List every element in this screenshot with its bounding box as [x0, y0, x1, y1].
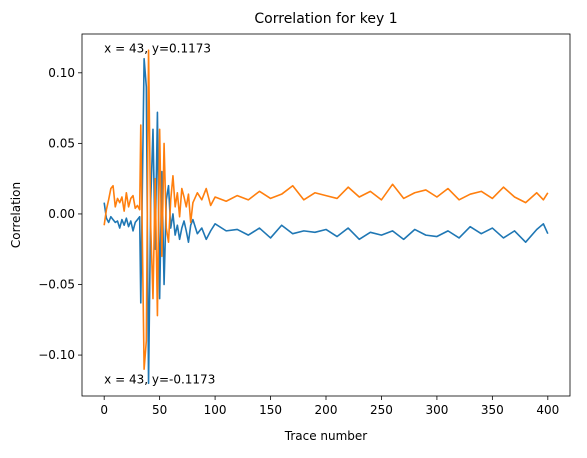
- x-tick-label: 350: [481, 403, 504, 417]
- y-tick-label: −0.05: [38, 278, 75, 292]
- y-tick-label: 0.10: [48, 66, 75, 80]
- x-tick-label: 200: [315, 403, 338, 417]
- y-tick-label: 0.05: [48, 136, 75, 150]
- x-tick-label: 250: [370, 403, 393, 417]
- x-tick-label: 50: [152, 403, 167, 417]
- ticks-layer: 0 50 100 150 200 250 300 350 400 −0.10 −0.05 0.00 0.…: [38, 66, 559, 417]
- annotation-layer: x = 43, y=0.1173 x = 43, y=-0.1173: [104, 41, 215, 386]
- y-tick-label: 0.00: [48, 207, 75, 221]
- series-line-1: [103, 57, 549, 385]
- chart-title: Correlation for key 1: [254, 11, 397, 27]
- min-annotation: x = 43, y=-0.1173: [104, 372, 215, 386]
- series-layer: [103, 49, 549, 385]
- y-tick-label: −0.10: [38, 348, 75, 362]
- x-tick-label: 400: [536, 403, 559, 417]
- x-tick-label: 150: [259, 403, 282, 417]
- x-tick-label: 0: [100, 403, 108, 417]
- x-axis-label: Trace number: [284, 429, 368, 443]
- max-annotation: x = 43, y=0.1173: [104, 41, 211, 55]
- series-line-2: [103, 49, 549, 370]
- x-tick-label: 300: [425, 403, 448, 417]
- y-axis-label: Correlation: [9, 182, 23, 248]
- x-tick-label: 100: [204, 403, 227, 417]
